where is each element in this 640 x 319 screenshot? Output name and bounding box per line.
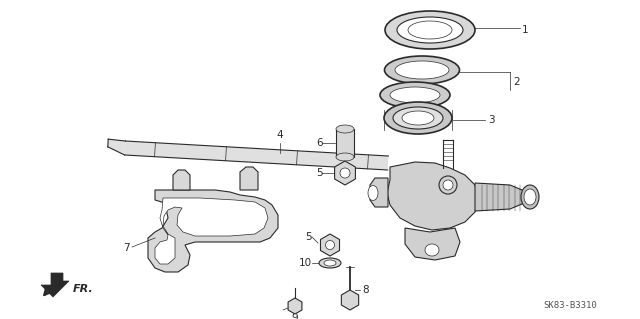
Text: 5: 5	[316, 168, 323, 178]
Polygon shape	[41, 273, 69, 297]
Ellipse shape	[408, 21, 452, 39]
Ellipse shape	[393, 107, 443, 129]
Ellipse shape	[368, 186, 378, 201]
Text: 8: 8	[362, 285, 369, 295]
Ellipse shape	[319, 258, 341, 268]
Ellipse shape	[380, 82, 450, 108]
Text: FR.: FR.	[73, 284, 93, 294]
Ellipse shape	[397, 17, 463, 43]
Polygon shape	[148, 190, 278, 272]
Ellipse shape	[521, 185, 539, 209]
Polygon shape	[125, 141, 388, 170]
Ellipse shape	[443, 180, 453, 190]
Text: 2: 2	[513, 77, 520, 87]
Polygon shape	[155, 198, 268, 264]
Polygon shape	[475, 183, 528, 211]
Ellipse shape	[340, 168, 350, 178]
Text: SK83-B3310: SK83-B3310	[543, 300, 597, 309]
Polygon shape	[288, 298, 302, 314]
Polygon shape	[173, 170, 190, 190]
Text: 1: 1	[522, 25, 529, 35]
Text: 5: 5	[305, 232, 312, 242]
Polygon shape	[370, 178, 388, 207]
Ellipse shape	[324, 260, 336, 266]
Ellipse shape	[395, 61, 449, 79]
Polygon shape	[336, 129, 354, 157]
Text: 10: 10	[299, 258, 312, 268]
Polygon shape	[321, 234, 340, 256]
Ellipse shape	[385, 56, 460, 84]
Ellipse shape	[524, 189, 536, 205]
Ellipse shape	[336, 153, 354, 161]
Text: 3: 3	[488, 115, 495, 125]
Text: 4: 4	[276, 130, 284, 140]
Text: 9: 9	[292, 313, 298, 319]
Polygon shape	[108, 139, 125, 155]
Polygon shape	[387, 162, 478, 230]
Polygon shape	[240, 167, 258, 190]
Ellipse shape	[385, 11, 475, 49]
Ellipse shape	[326, 241, 335, 249]
Ellipse shape	[390, 87, 440, 103]
Ellipse shape	[402, 111, 434, 125]
Ellipse shape	[439, 176, 457, 194]
Text: 7: 7	[124, 243, 130, 253]
Ellipse shape	[384, 102, 452, 134]
Text: 6: 6	[316, 138, 323, 148]
Ellipse shape	[425, 244, 439, 256]
Polygon shape	[405, 228, 460, 260]
Polygon shape	[335, 161, 355, 185]
Ellipse shape	[336, 125, 354, 133]
Polygon shape	[341, 290, 358, 310]
